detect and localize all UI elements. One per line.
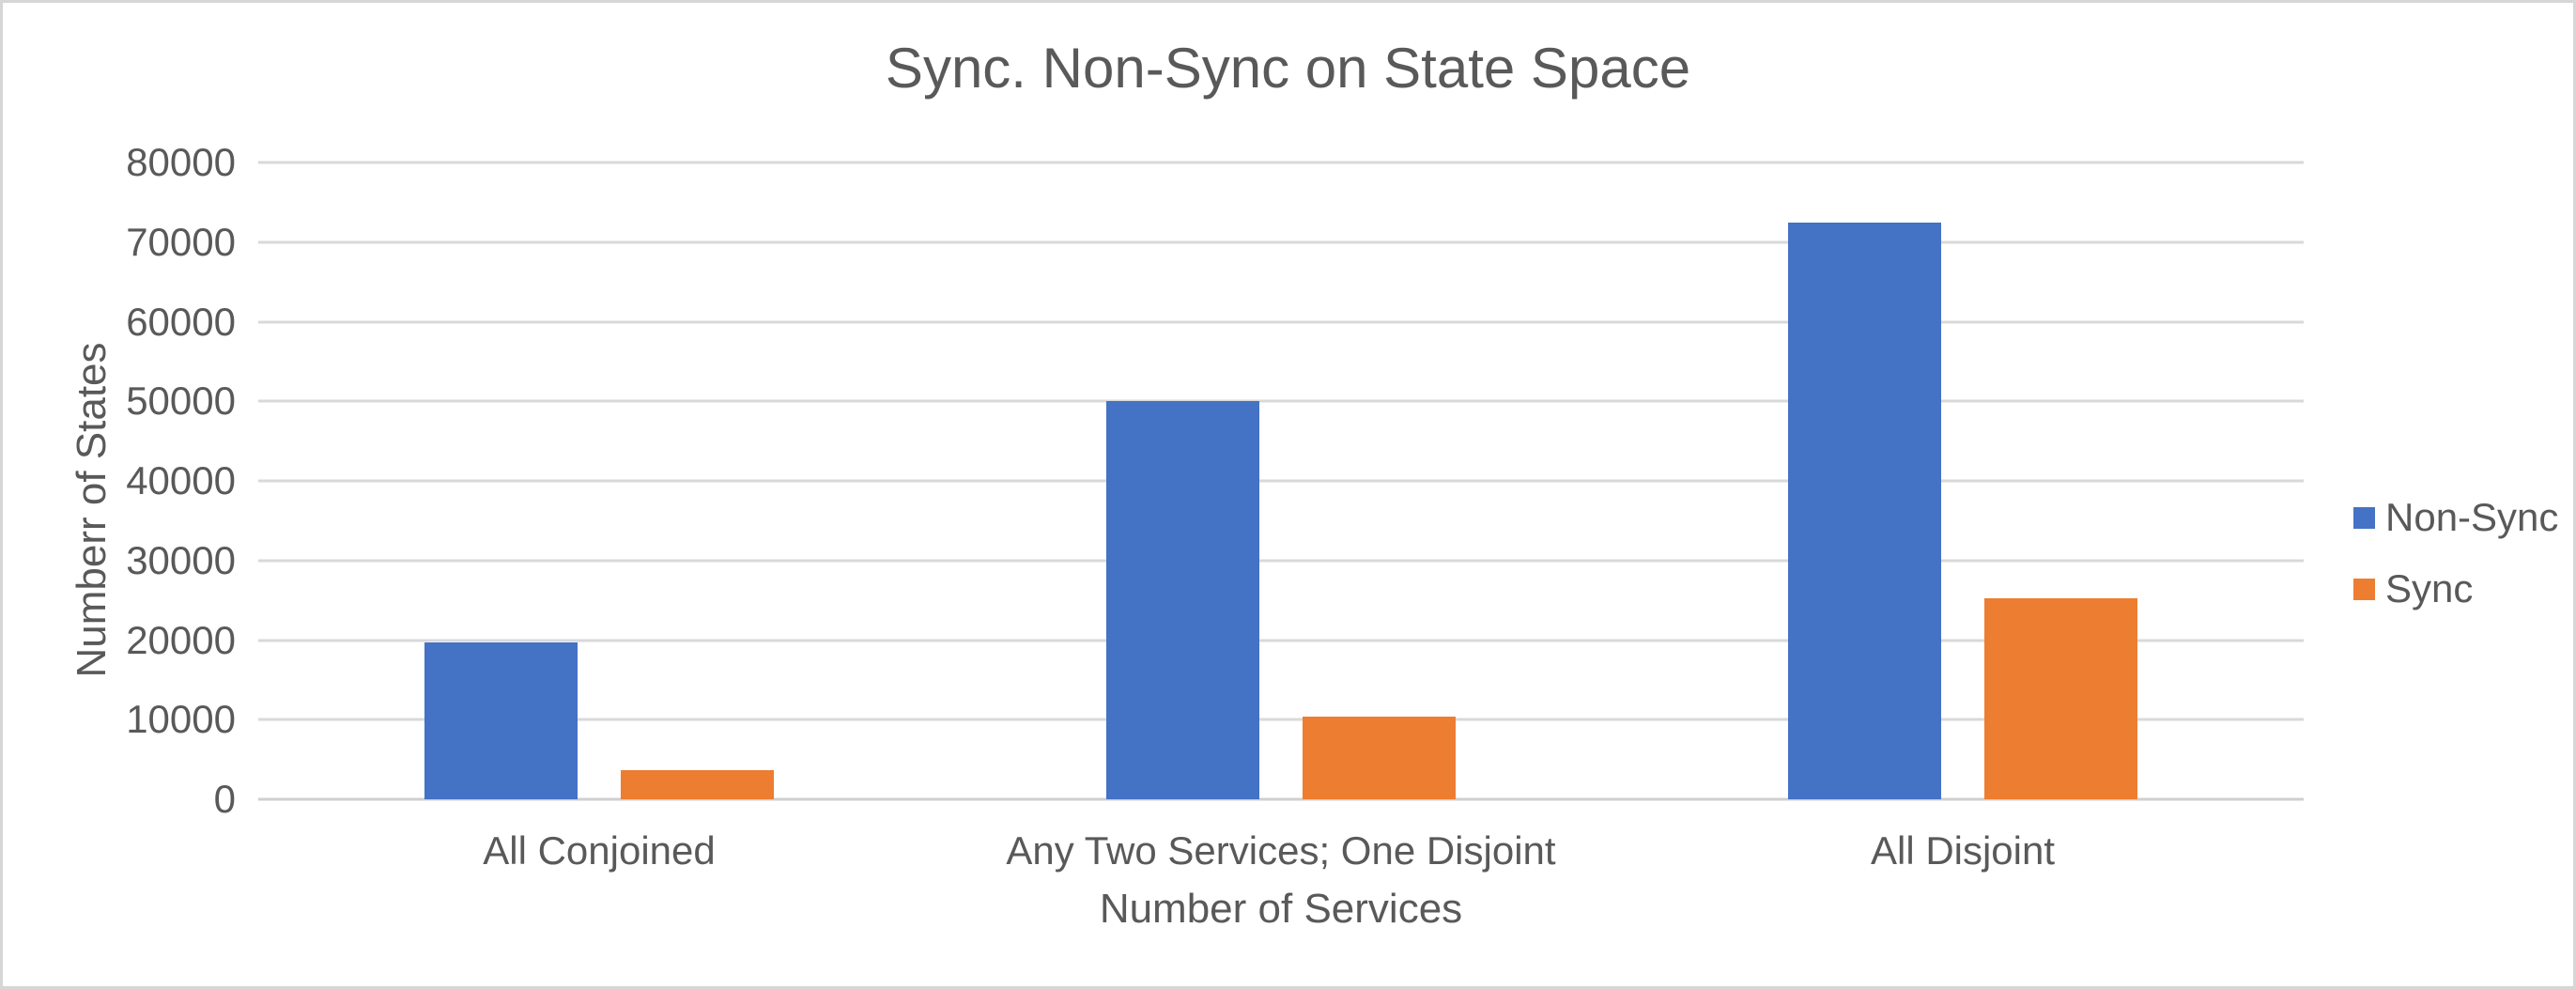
legend-label: Non-Sync [2385, 495, 2559, 539]
bar-sync-0 [621, 769, 774, 799]
y-tick-label: 0 [213, 777, 236, 821]
y-tick-label: 70000 [126, 219, 236, 264]
gridline-0 [258, 797, 2304, 801]
y-tick-label: 40000 [126, 458, 236, 502]
legend-item-sync: Sync [2353, 566, 2558, 611]
x-axis-title: Number of Services [1099, 886, 1463, 932]
gridline-40000 [258, 479, 2304, 483]
y-tick-label: 10000 [126, 697, 236, 742]
legend-label: Sync [2385, 566, 2474, 610]
bar-non-sync-1 [1106, 401, 1259, 799]
legend-swatch-icon [2353, 578, 2375, 600]
y-tick-label: 30000 [126, 537, 236, 582]
x-axis-category-labels: All Conjoined Any Two Services; One Disjo… [258, 829, 2304, 873]
bar-sync-1 [1303, 716, 1456, 799]
gridline-10000 [258, 718, 2304, 721]
bar-sync-2 [1984, 598, 2137, 799]
bar-group [1622, 162, 2304, 799]
category-label: All Disjoint [1870, 828, 2056, 873]
y-tick-label: 20000 [126, 617, 236, 662]
bar-group [258, 162, 940, 799]
gridline-20000 [258, 639, 2304, 641]
y-tick-label: 50000 [126, 379, 236, 424]
bar-non-sync-0 [424, 642, 578, 799]
gridline-80000 [258, 161, 2304, 164]
bar-group [940, 162, 1622, 799]
gridline-50000 [258, 399, 2304, 403]
gridline-60000 [258, 320, 2304, 323]
legend-swatch-icon [2353, 506, 2375, 529]
category-label: All Conjoined [483, 828, 716, 873]
bar-non-sync-2 [1788, 222, 1941, 799]
gridline-70000 [258, 240, 2304, 244]
y-tick-label: 80000 [126, 140, 236, 184]
plot-area [258, 161, 2304, 801]
category-label: Any Two Services; One Disjoint [1006, 828, 1556, 873]
gridline-30000 [258, 559, 2304, 563]
y-tick-label: 60000 [126, 299, 236, 344]
legend: Non-Sync Sync [2353, 495, 2558, 611]
chart-title: Sync. Non-Sync on State Space [885, 37, 1691, 100]
legend-item-non-sync: Non-Sync [2353, 495, 2558, 540]
bar-groups [258, 162, 2304, 799]
